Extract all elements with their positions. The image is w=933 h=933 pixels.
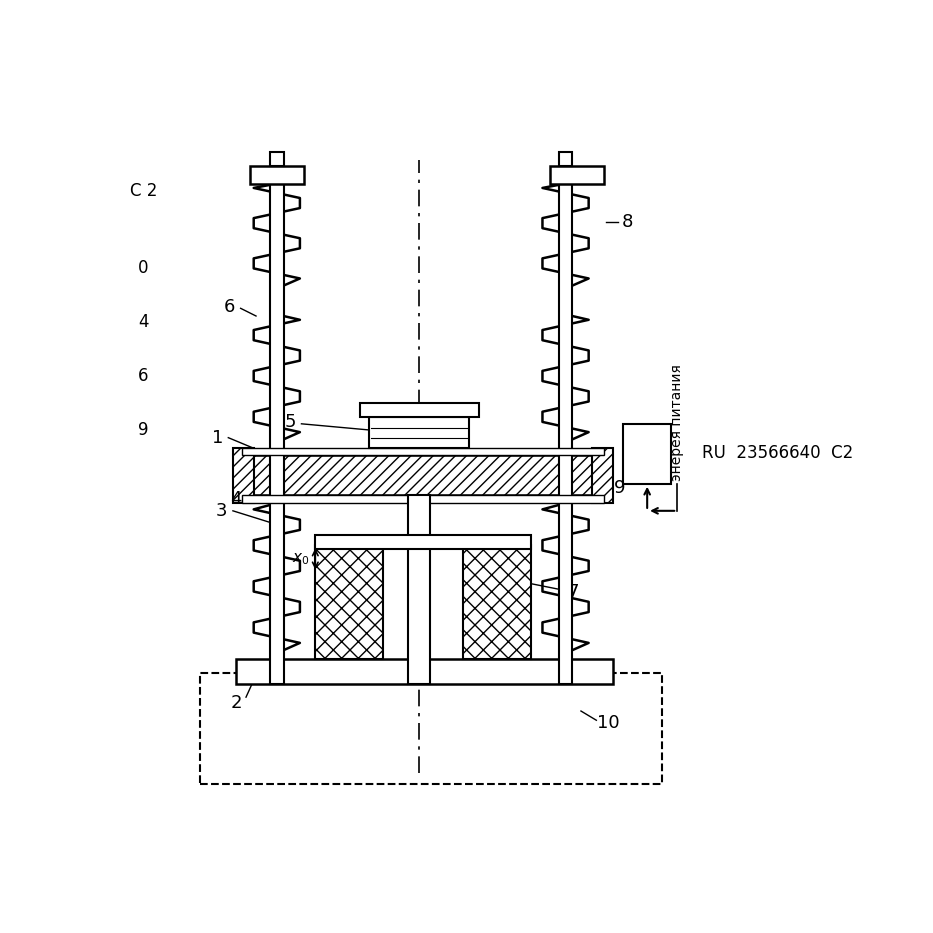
Text: 5: 5 <box>285 413 296 431</box>
Bar <box>236 660 613 684</box>
Bar <box>250 166 304 184</box>
Bar <box>369 417 469 448</box>
Text: 6: 6 <box>138 367 149 385</box>
Text: 7: 7 <box>567 583 579 601</box>
Bar <box>200 673 661 784</box>
Bar <box>559 175 573 684</box>
Text: 10: 10 <box>596 714 620 731</box>
Text: 9: 9 <box>138 421 149 439</box>
Text: 0: 0 <box>138 259 149 277</box>
Text: 9: 9 <box>614 479 625 496</box>
Text: C 2: C 2 <box>130 182 158 201</box>
Text: 1: 1 <box>212 428 223 447</box>
Bar <box>270 175 284 684</box>
Bar <box>243 495 604 503</box>
Bar <box>550 166 604 184</box>
Text: 4: 4 <box>138 313 149 331</box>
Text: 3: 3 <box>216 502 227 520</box>
Bar <box>270 152 284 166</box>
Bar <box>463 546 531 660</box>
Text: RU  23566640  C2: RU 23566640 C2 <box>702 444 853 462</box>
Bar <box>559 152 573 166</box>
Bar <box>623 424 671 484</box>
Text: $x_0$: $x_0$ <box>292 551 309 567</box>
Text: 2: 2 <box>230 694 242 712</box>
Bar <box>409 495 430 684</box>
Bar <box>592 448 613 503</box>
Text: энерея питания: энерея питания <box>670 364 684 480</box>
Bar <box>315 546 383 660</box>
Text: 8: 8 <box>621 213 633 231</box>
Bar <box>360 403 480 417</box>
Text: 6: 6 <box>223 298 235 315</box>
Bar <box>243 448 604 455</box>
Text: 4: 4 <box>230 490 242 508</box>
Bar <box>243 455 604 495</box>
Bar <box>233 448 255 503</box>
Bar <box>315 536 531 550</box>
